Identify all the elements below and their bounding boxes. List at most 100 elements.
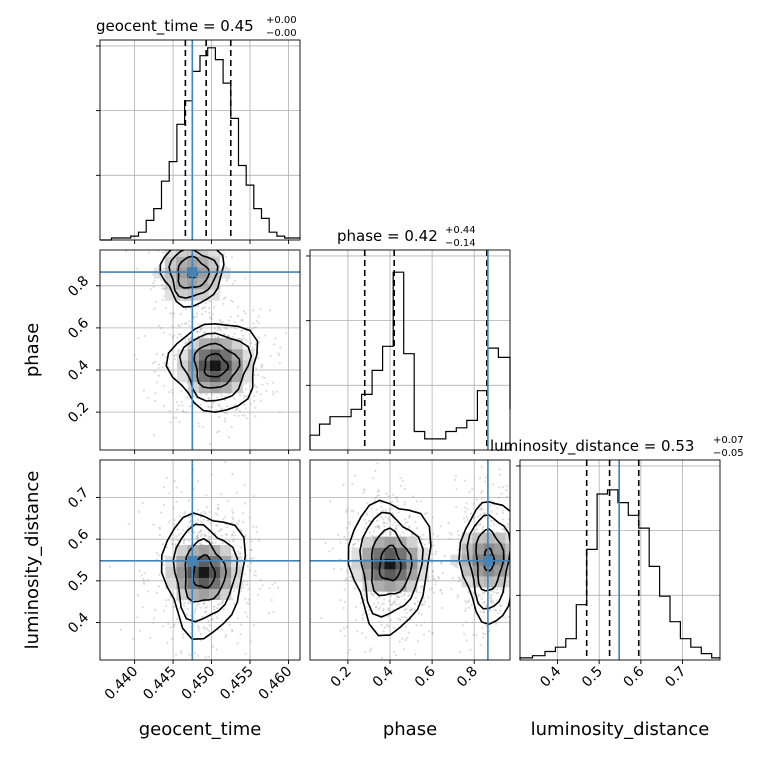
sample-point [180, 532, 183, 535]
sample-point [375, 605, 378, 609]
sample-point [408, 514, 412, 518]
title-phase-minus: −0.14 [445, 238, 476, 249]
sample-point [208, 316, 211, 319]
sample-point [211, 334, 214, 338]
sample-point [209, 522, 212, 525]
sample-point [415, 527, 418, 530]
sample-point [152, 523, 155, 527]
sample-point [455, 565, 458, 568]
sample-point [212, 402, 215, 405]
sample-point [159, 511, 163, 514]
sample-point [266, 382, 269, 385]
sample-point [217, 507, 220, 510]
sample-point [440, 562, 443, 565]
sample-point [464, 609, 467, 612]
sample-point [383, 525, 386, 528]
sample-point [386, 623, 389, 626]
sample-point [417, 541, 420, 545]
sample-point [189, 519, 192, 522]
sample-point [273, 343, 276, 346]
sample-point [171, 388, 174, 392]
sample-point [246, 615, 249, 618]
title-luminosity-distance-plus: +0.07 [713, 435, 744, 446]
sample-point [357, 512, 360, 515]
sample-point [276, 586, 280, 590]
sample-point [225, 279, 228, 283]
sample-point [143, 335, 146, 338]
sample-point [511, 594, 513, 596]
sample-point [153, 307, 156, 310]
sample-point [257, 356, 260, 359]
sample-point [348, 521, 351, 524]
sample-point [497, 486, 501, 489]
sample-point [466, 518, 469, 521]
y-tick-label: 0.2 [65, 399, 92, 426]
sample-point [363, 685, 365, 687]
sample-point [420, 603, 423, 606]
sample-point [263, 376, 266, 379]
density-cell [176, 567, 188, 578]
sample-point [213, 532, 217, 535]
sample-point [163, 555, 166, 558]
sample-point [144, 572, 147, 575]
title-phase-plus: +0.44 [445, 225, 476, 236]
sample-point [197, 331, 200, 334]
sample-point [233, 326, 236, 329]
sample-point [372, 530, 376, 533]
density-cell [197, 250, 209, 257]
x-tick-label: 0.6 [621, 663, 648, 690]
sample-point [168, 333, 171, 336]
sample-point [223, 411, 226, 414]
sample-point [383, 521, 386, 525]
sample-point [182, 636, 185, 639]
sample-point [501, 511, 504, 514]
sample-point [204, 243, 206, 245]
sample-point [166, 641, 169, 644]
sample-point [245, 382, 248, 385]
sample-point [158, 527, 162, 530]
sample-point [158, 573, 161, 576]
sample-point [490, 510, 493, 513]
density-cell [208, 250, 220, 257]
density-cell [494, 554, 506, 566]
sample-point [390, 507, 393, 510]
density-cell [483, 532, 495, 544]
sample-point [243, 414, 246, 417]
sample-point [143, 580, 146, 583]
sample-point [254, 574, 258, 577]
sample-point [181, 404, 184, 407]
sample-point [208, 624, 211, 627]
sample-point [225, 634, 228, 637]
density-cell [395, 569, 407, 581]
sample-point [353, 587, 356, 590]
sample-point [165, 599, 168, 602]
sample-point [399, 618, 402, 622]
sample-point [207, 535, 210, 539]
sample-point [207, 530, 210, 534]
sample-point [207, 396, 210, 400]
sample-point [354, 619, 358, 622]
sample-point [203, 626, 206, 629]
density-cell [373, 580, 385, 592]
sample-point [423, 600, 426, 603]
sample-point [212, 401, 215, 404]
sample-point [397, 524, 400, 527]
sample-point [161, 283, 164, 286]
sample-point [407, 631, 410, 634]
sample-point [274, 581, 277, 585]
sample-point [175, 653, 178, 656]
sample-point [361, 619, 364, 622]
sample-point [497, 592, 500, 595]
sample-point [416, 640, 420, 643]
sample-point [403, 608, 406, 612]
sample-point [495, 512, 498, 515]
sample-point [397, 595, 400, 599]
sample-point [401, 616, 404, 619]
sample-point [422, 603, 425, 606]
density-cell [461, 554, 473, 566]
sample-point [440, 589, 443, 592]
sample-point [403, 594, 406, 597]
title-geocent-time-minus: −0.00 [266, 28, 297, 39]
sample-point [143, 582, 146, 585]
sample-point [142, 389, 145, 392]
